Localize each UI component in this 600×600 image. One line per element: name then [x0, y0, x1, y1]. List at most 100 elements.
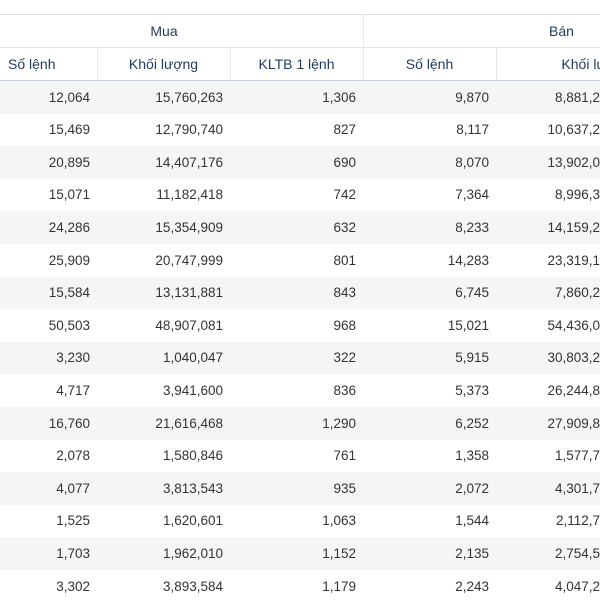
table-cell: 322	[333, 350, 356, 366]
table-cell: 12,064	[48, 89, 90, 105]
table-row	[0, 504, 600, 538]
table-cell: 8,070	[455, 154, 489, 170]
table-row	[0, 211, 600, 244]
table-row	[0, 309, 600, 342]
table-cell: 20,747,999	[155, 252, 223, 268]
table-cell: 4,717	[56, 382, 90, 398]
table-cell: 1,525	[56, 513, 90, 529]
table-cell: 26,244,8	[547, 382, 600, 398]
table-row	[0, 472, 600, 505]
table-cell: 9,870	[455, 89, 489, 105]
table-row	[0, 146, 600, 179]
table-cell: 15,760,263	[155, 89, 223, 105]
table-cell: 7,860,2	[554, 285, 600, 301]
table-cell: 836	[333, 382, 356, 398]
column-divider	[363, 48, 364, 80]
column-divider	[496, 48, 497, 80]
table-cell: 6,252	[455, 415, 489, 431]
table-cell: 968	[333, 317, 356, 333]
table-cell: 11,182,418	[156, 187, 223, 203]
column-header: KLTB 1 lệnh	[258, 56, 335, 72]
table-cell: 14,159,2	[547, 219, 600, 235]
table-cell: 2,078	[56, 448, 90, 464]
table-cell: 13,902,0	[547, 154, 600, 170]
table-cell: 4,047,2	[554, 578, 600, 594]
table-cell: 1,290	[322, 415, 356, 431]
table-row	[0, 570, 600, 600]
table-row	[0, 113, 600, 147]
column-divider	[97, 48, 98, 80]
header-border	[0, 47, 600, 48]
table-cell: 2,135	[455, 545, 489, 561]
table-cell: 4,077	[56, 480, 90, 496]
table-cell: 15,071	[48, 187, 90, 203]
group-header: Bán	[549, 23, 574, 39]
table-cell: 2,072	[455, 480, 489, 496]
table-cell: 15,469	[48, 122, 90, 138]
table-cell: 690	[333, 154, 356, 170]
table-cell: 2,754,5	[554, 545, 600, 561]
table-cell: 3,813,543	[162, 480, 223, 496]
table-cell: 1,962,010	[162, 545, 223, 561]
table-cell: 15,584	[48, 285, 90, 301]
table-cell: 3,893,584	[162, 578, 223, 594]
table-row	[0, 374, 600, 407]
column-header: Số lệnh	[8, 56, 56, 72]
column-header: Khối lượng	[561, 56, 600, 72]
table-cell: 1,620,601	[162, 513, 223, 529]
header-border	[0, 80, 600, 81]
table-cell: 50,503	[48, 317, 90, 333]
table-cell: 15,354,909	[155, 219, 223, 235]
table-cell: 7,364	[455, 187, 489, 203]
table-cell: 827	[333, 122, 356, 138]
table-cell: 20,895	[48, 154, 90, 170]
table-row	[0, 407, 600, 440]
table-cell: 12,790,740	[155, 122, 223, 138]
group-divider	[363, 14, 364, 47]
table-cell: 16,760	[48, 415, 90, 431]
table-cell: 1,179	[322, 578, 356, 594]
table-cell: 15,021	[447, 317, 489, 333]
table-row	[0, 81, 600, 114]
table-cell: 8,233	[455, 219, 489, 235]
table-cell: 24,286	[48, 219, 90, 235]
table-row	[0, 341, 600, 375]
table-row	[0, 537, 600, 570]
table-cell: 935	[333, 480, 356, 496]
table-cell: 10,637,2	[547, 122, 600, 138]
table-cell: 3,230	[56, 350, 90, 366]
table-cell: 1,306	[322, 89, 356, 105]
table-cell: 54,436,0	[547, 317, 600, 333]
table-cell: 14,407,176	[155, 154, 223, 170]
table-cell: 5,373	[455, 382, 489, 398]
table-cell: 3,302	[56, 578, 90, 594]
table-cell: 30,803,2	[547, 350, 600, 366]
group-header: Mua	[150, 23, 178, 39]
table-cell: 1,580,846	[162, 448, 223, 464]
table-cell: 8,881,2	[554, 89, 600, 105]
table-cell: 1,577,7	[554, 448, 600, 464]
table-cell: 801	[333, 252, 356, 268]
header-border	[0, 14, 600, 15]
table-row	[0, 276, 600, 310]
column-header: Khối lượng	[128, 56, 199, 72]
table-row	[0, 178, 600, 212]
table-cell: 632	[333, 219, 356, 235]
table-cell: 1,544	[455, 513, 489, 529]
table-cell: 1,040,047	[162, 350, 223, 366]
table-row	[0, 244, 600, 277]
table-cell: 6,745	[455, 285, 489, 301]
table-cell: 1,152	[322, 545, 356, 561]
table-cell: 27,909,8	[547, 415, 600, 431]
table-cell: 8,996,3	[554, 187, 600, 203]
table-cell: 4,301,7	[554, 480, 600, 496]
column-divider	[230, 48, 231, 80]
table-row	[0, 439, 600, 473]
table-cell: 21,616,468	[155, 415, 223, 431]
table-cell: 742	[333, 187, 356, 203]
table-cell: 48,907,081	[155, 317, 223, 333]
table-cell: 2,112,7	[555, 513, 600, 529]
table-cell: 13,131,881	[155, 285, 223, 301]
